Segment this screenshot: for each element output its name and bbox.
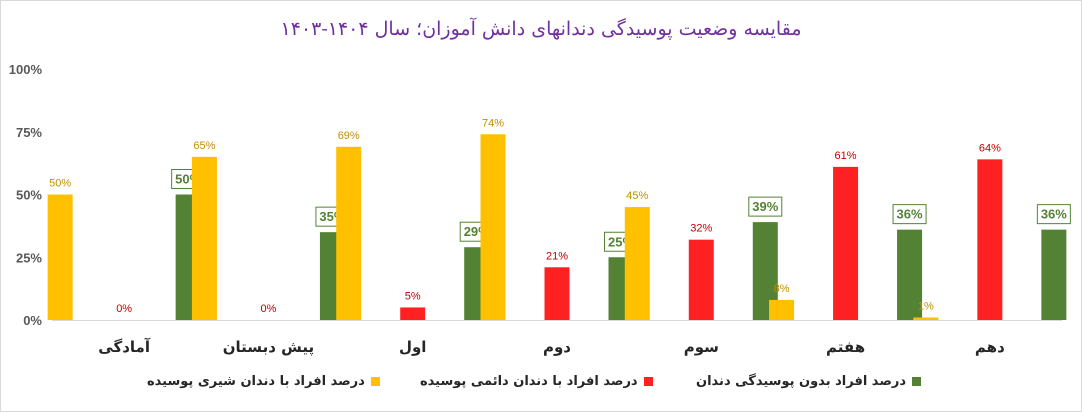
data-label-box — [1036, 204, 1071, 225]
legend-label-permanent-decay: درصد افراد با دندان دائمی پوسیده — [420, 374, 638, 389]
bar-series-0 — [769, 299, 795, 320]
data-label: 65% — [193, 140, 215, 152]
x-category-label: سوم — [684, 338, 719, 356]
bar-series-1 — [977, 159, 1003, 320]
data-label: 8% — [774, 283, 790, 295]
data-label: 45% — [626, 190, 648, 202]
data-label: 64% — [979, 142, 1001, 154]
legend-item-permanent-decay: درصد افراد با دندان دائمی پوسیده — [420, 374, 653, 389]
bar-series-0 — [624, 207, 650, 320]
y-tick-label: 50% — [16, 188, 42, 203]
bar-series-1 — [688, 239, 714, 320]
x-category-label: اول — [399, 338, 426, 356]
x-category-label: آمادگی — [98, 338, 151, 356]
x-category-label: دهم — [975, 338, 1005, 356]
data-label-box — [748, 196, 783, 217]
data-label: 36% — [1041, 207, 1067, 222]
data-label: 74% — [482, 117, 504, 129]
data-label-box — [892, 204, 927, 225]
bar-series-2 — [1041, 229, 1067, 320]
data-label: 21% — [546, 250, 568, 262]
y-tick-label: 0% — [23, 313, 42, 328]
data-label: 50% — [49, 178, 71, 190]
legend-item-primary-decay: درصد افراد با دندان شیری پوسیده — [147, 374, 380, 389]
data-label: 39% — [752, 199, 778, 214]
legend-swatch-primary-decay — [370, 377, 380, 386]
bar-series-0 — [480, 134, 506, 320]
y-tick-label: 75% — [16, 125, 42, 140]
data-label: 36% — [897, 207, 923, 222]
bar-series-0 — [191, 156, 217, 320]
bar-series-2 — [897, 229, 923, 320]
data-label: 1% — [918, 300, 934, 312]
data-label: 61% — [835, 150, 857, 162]
data-label: 0% — [116, 303, 132, 315]
x-category-label: دوم — [543, 338, 571, 356]
bar-series-0 — [336, 146, 362, 320]
x-category-label: هفتم — [826, 338, 865, 356]
legend-label-no-decay: درصد افراد بدون پوسیدگی دندان — [696, 374, 907, 389]
y-tick-label: 100% — [9, 62, 43, 77]
chart-title: مقایسه وضعیت پوسیدگی دندانهای دانش آموزا… — [280, 18, 802, 40]
bar-series-1 — [833, 166, 859, 320]
legend-swatch-permanent-decay — [643, 377, 653, 386]
data-label: 0% — [260, 303, 276, 315]
x-category-label: پیش دبستان — [223, 338, 314, 357]
legend-swatch-no-decay — [912, 377, 922, 386]
bar-series-0 — [47, 194, 73, 320]
y-tick-label: 25% — [16, 250, 42, 265]
legend-item-no-decay: درصد افراد بدون پوسیدگی دندان — [696, 374, 922, 389]
data-label: 69% — [338, 130, 360, 142]
legend: درصد افراد بدون پوسیدگی دندان درصد افراد… — [0, 374, 1082, 398]
bar-series-0 — [913, 317, 939, 320]
bar-series-1 — [544, 267, 570, 320]
data-label: 5% — [405, 290, 421, 302]
legend-label-primary-decay: درصد افراد با دندان شیری پوسیده — [147, 374, 365, 389]
data-label: 32% — [690, 223, 712, 235]
bar-series-1 — [400, 307, 426, 320]
